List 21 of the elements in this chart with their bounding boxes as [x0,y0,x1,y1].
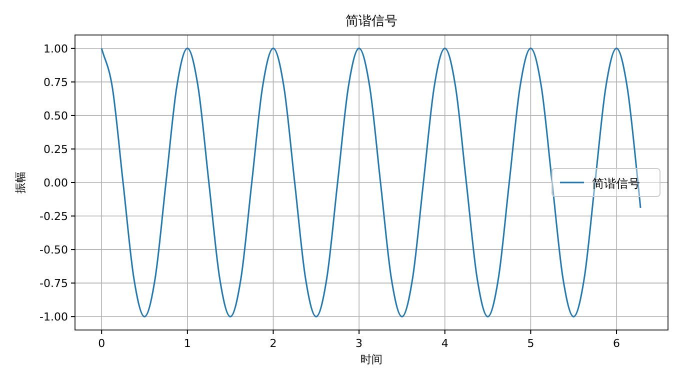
y-tick-label: -0.50 [40,244,68,257]
y-tick-label: -0.25 [40,210,68,224]
legend-label: 简谐信号 [592,176,640,190]
y-tick-label: 0.75 [44,76,68,89]
x-tick-label: 5 [527,337,534,350]
y-tick-label: 0.50 [44,109,68,122]
y-tick-label: 0.25 [44,142,68,156]
y-tick-label: -1.00 [40,310,68,324]
line-series [100,48,642,318]
x-tick-label: 2 [270,337,277,350]
y-tick-label: 0.00 [44,176,68,190]
x-tick-label: 3 [356,337,363,350]
y-tick-label: 1.00 [44,42,68,56]
x-axis-title: 时间 [360,353,382,366]
x-tick-label: 6 [613,337,620,350]
x-tick-label: 4 [441,337,448,350]
x-tick-label: 0 [98,337,106,350]
chart-title: 简谐信号 [346,14,398,29]
x-tick-label: 1 [184,337,191,350]
y-tick-label: -0.75 [40,277,68,290]
y-axis-title: 振幅 [14,172,27,194]
